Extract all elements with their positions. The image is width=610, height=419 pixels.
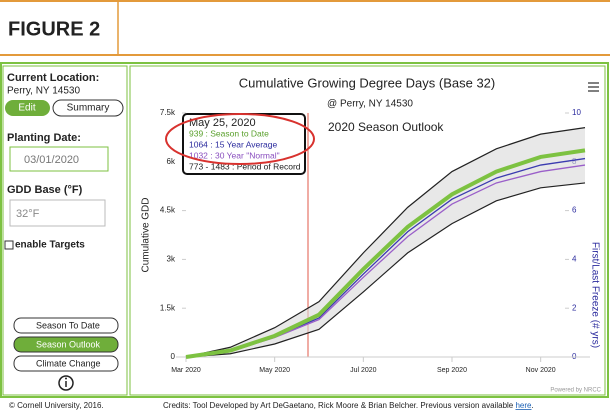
x-tick-label: May 2020 xyxy=(259,367,290,374)
y-tick-label: 6k xyxy=(167,157,176,166)
series-line xyxy=(185,148,586,359)
y-tick-label: 3k xyxy=(167,255,176,264)
y2-axis-label: First/Last Freeze (# yrs) xyxy=(589,242,600,348)
info-icon[interactable] xyxy=(65,377,67,380)
y-tick-label: 7.5k xyxy=(160,108,176,117)
chart-frame xyxy=(129,65,606,396)
x-tick-label: Nov 2020 xyxy=(526,367,556,374)
credits-end: . xyxy=(532,401,534,410)
gdd-base-select[interactable] xyxy=(9,199,106,227)
view-label[interactable]: Climate Change xyxy=(36,358,101,368)
x-tick-label: Jul 2020 xyxy=(350,367,377,374)
previous-version-link[interactable]: here xyxy=(515,401,532,410)
y-tick-label: 0 xyxy=(171,352,176,361)
x-tick-label: Sep 2020 xyxy=(437,367,467,374)
y2-tick-label: 4 xyxy=(572,255,577,264)
highlight-ellipse xyxy=(165,113,315,165)
location: Perry, NY 14530 xyxy=(7,86,80,97)
chart-credit: Powered by NRCC xyxy=(550,388,601,394)
edit-button[interactable] xyxy=(5,100,50,116)
sidebar-frame xyxy=(2,65,128,396)
figure-label: FIGURE 2 xyxy=(8,18,100,40)
app-frame xyxy=(0,62,609,398)
view-button[interactable] xyxy=(13,317,119,334)
tooltip-line: 1064 : 15 Year Average xyxy=(189,139,278,149)
view-label[interactable]: Season Outlook xyxy=(36,339,101,349)
planting-date[interactable]: 03/01/2020 xyxy=(24,154,79,166)
view-label[interactable]: Season To Date xyxy=(36,320,100,330)
record-low-line xyxy=(185,182,586,358)
edit-label[interactable]: Edit xyxy=(18,103,35,114)
targets-label[interactable]: enable Targets xyxy=(15,240,85,251)
gdd-base-label: GDD Base (°F) xyxy=(7,184,83,196)
y-axis-label: Cumulative GDD xyxy=(141,197,152,272)
copyright: © Cornell University, 2016. xyxy=(9,401,104,410)
summary-button[interactable] xyxy=(52,99,124,117)
chart-subtitle: @ Perry, NY 14530 xyxy=(327,99,413,110)
view-button[interactable] xyxy=(13,355,119,372)
planting-label: Planting Date: xyxy=(7,132,81,144)
x-tick-label: Mar 2020 xyxy=(171,367,201,374)
info-icon[interactable] xyxy=(58,375,74,391)
y-tick-label: 4.5k xyxy=(160,206,176,215)
tooltip-line: 939 : Season to Date xyxy=(189,128,269,138)
chart-title: Cumulative Growing Degree Days (Base 32) xyxy=(239,75,496,90)
tooltip-date: May 25, 2020 xyxy=(189,117,256,129)
targets-checkbox[interactable] xyxy=(4,240,14,250)
tooltip-line: 773 - 1483 : Period of Record xyxy=(189,161,301,171)
gdd-base[interactable]: 32°F xyxy=(16,208,40,220)
y2-tick-label: 10 xyxy=(572,108,581,117)
chart-annotation: 2020 Season Outlook xyxy=(328,120,444,134)
tooltip-line: 1032 : 30 Year "Normal" xyxy=(189,150,280,160)
record-high-line xyxy=(185,127,586,358)
credits: Credits: Tool Developed by Art DeGaetano… xyxy=(163,401,534,410)
planting-input[interactable] xyxy=(9,146,109,172)
y-tick-label: 1.5k xyxy=(160,303,176,312)
view-button-active[interactable] xyxy=(13,336,119,353)
menu-icon[interactable] xyxy=(588,82,599,92)
y2-tick-label: 6 xyxy=(572,206,577,215)
record-band xyxy=(186,127,585,357)
location-label: Current Location: xyxy=(7,72,99,84)
y2-tick-label: 2 xyxy=(572,303,577,312)
credits-text: Credits: Tool Developed by Art DeGaetano… xyxy=(163,401,515,410)
summary-label[interactable]: Summary xyxy=(67,103,110,114)
